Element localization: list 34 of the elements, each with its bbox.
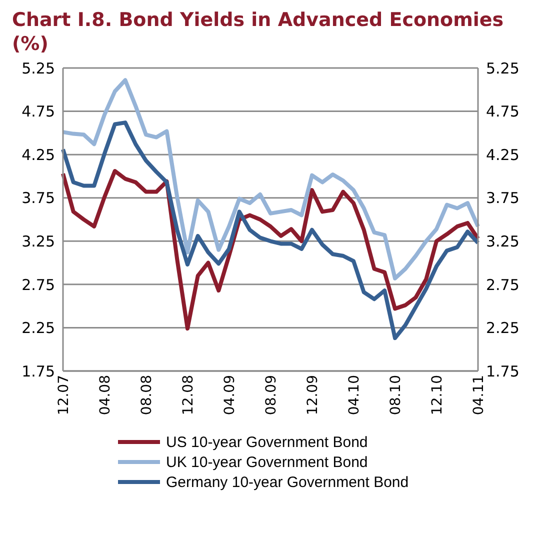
x-tick-label: 12.09 [304, 375, 321, 416]
x-tick-label: 08.10 [388, 375, 404, 416]
x-tick-label: 04.10 [346, 375, 362, 416]
x-tick-label: 08.09 [263, 375, 280, 416]
y-tick-label: 4.75 [22, 102, 55, 121]
y2-tick-label: 2.75 [486, 276, 520, 294]
y2-tick-label: 1.75 [486, 362, 520, 380]
x-tick-label: 08.08 [138, 375, 155, 416]
y-tick-label: 3.75 [22, 189, 55, 208]
x-tick-label: 04.08 [97, 375, 114, 416]
y-tick-label: 2.25 [22, 319, 55, 338]
line-series [61, 169, 480, 331]
y-tick-label: 1.75 [22, 362, 55, 380]
x-tick-label: 12.10 [429, 375, 446, 416]
line-series [61, 78, 480, 280]
y2-tick-label: 3.75 [486, 189, 520, 208]
y2-tick-label: 2.25 [486, 319, 520, 338]
x-tick-label: 04.09 [222, 375, 238, 416]
y2-tick-label: 4.25 [486, 146, 520, 164]
y-tick-label: 4.25 [22, 146, 55, 164]
y2-tick-label: 5.25 [486, 59, 520, 78]
legend-label: Germany 10-year Government Bond [166, 474, 409, 490]
y-tick-label: 3.25 [22, 232, 55, 250]
y2-tick-label: 4.75 [486, 102, 520, 121]
y-tick-label: 2.75 [22, 276, 55, 294]
chart-title: Chart I.8. Bond Yields in Advanced Economies (%) [11, 8, 505, 56]
y2-tick-label: 3.25 [486, 232, 520, 250]
legend-label: UK 10-year Government Bond [166, 454, 368, 470]
x-tick-label: 04.11 [470, 375, 487, 416]
legend-label: US 10-year Government Bond [166, 434, 368, 450]
y-tick-label: 5.25 [22, 59, 55, 78]
x-tick-label: 12.08 [180, 375, 196, 416]
line-series [61, 120, 480, 340]
x-tick-label: 12.07 [56, 375, 72, 416]
